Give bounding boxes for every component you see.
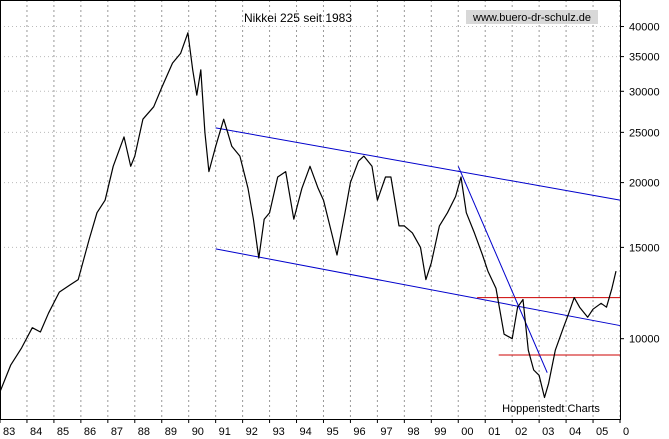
- series-line: [0, 32, 617, 399]
- x-tick-label: 92: [246, 426, 258, 438]
- series-nikkei: [0, 32, 617, 399]
- trend-line: [457, 166, 548, 373]
- y-tick-label: 30000: [629, 86, 660, 98]
- x-tick-label: 0: [623, 426, 629, 438]
- y-tick-label: 10000: [629, 334, 660, 346]
- y-tick-label: 20000: [629, 178, 660, 190]
- x-tick-label: 93: [273, 426, 285, 438]
- grid: [0, 0, 621, 419]
- watermark: www.buero-dr-schulz.de: [472, 12, 591, 24]
- x-tick-label: 91: [219, 426, 231, 438]
- x-tick-label: 00: [461, 426, 473, 438]
- x-tick-label: 89: [165, 426, 177, 438]
- x-tick-label: 94: [300, 426, 312, 438]
- x-tick-label: 88: [138, 426, 150, 438]
- x-tick-label: 84: [30, 426, 42, 438]
- y-axis: 10000 15000 20000 25000 30000 35000 40000: [620, 22, 660, 346]
- watermark-bg: [466, 10, 598, 24]
- x-tick-label: 87: [111, 426, 123, 438]
- x-tick-label: 05: [596, 426, 608, 438]
- x-tick-label: 03: [542, 426, 554, 438]
- trend-lines: [215, 127, 621, 373]
- x-tick-label: 95: [326, 426, 338, 438]
- source-label: Hoppenstedt Charts: [502, 403, 600, 415]
- x-tick-label: 96: [353, 426, 365, 438]
- plot-frame: [0, 0, 621, 420]
- x-tick-label: 99: [434, 426, 446, 438]
- trend-line: [215, 248, 621, 327]
- x-tick-label: 98: [407, 426, 419, 438]
- y-tick-label: 35000: [629, 52, 660, 64]
- y-tick-label: 15000: [629, 242, 660, 254]
- x-tick-label: 01: [488, 426, 500, 438]
- x-tick-label: 83: [3, 426, 15, 438]
- x-tick-label: 02: [515, 426, 527, 438]
- x-tick-label: 90: [192, 426, 204, 438]
- x-tick-label: 85: [57, 426, 69, 438]
- chart-title: Nikkei 225 seit 1983: [244, 11, 352, 25]
- y-tick-label: 40000: [629, 22, 660, 34]
- y-tick-label: 25000: [629, 127, 660, 139]
- x-tick-label: 86: [84, 426, 96, 438]
- trend-line: [215, 127, 621, 201]
- x-tick-label: 04: [569, 426, 581, 438]
- x-tick-label: 97: [380, 426, 392, 438]
- x-axis: 83 84 85 86 87 88 89 90 91 92 93 94 95 96 97 98 99 00 01 02…: [0, 419, 629, 438]
